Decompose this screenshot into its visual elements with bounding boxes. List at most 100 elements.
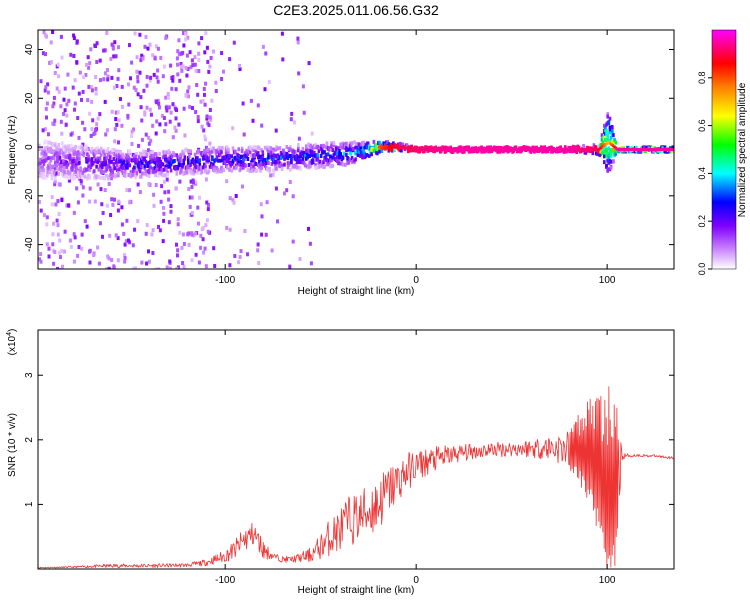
heatmap-speckle — [269, 173, 273, 178]
heatmap-cell — [123, 173, 127, 178]
heatmap-speckle — [151, 123, 155, 128]
heatmap-cell — [175, 153, 179, 158]
heatmap-speckle — [57, 250, 61, 255]
colorbar-tick-label: 0.6 — [697, 119, 707, 132]
heatmap-speckle — [158, 105, 161, 110]
heatmap-cell — [42, 171, 46, 176]
heatmap-speckle — [204, 137, 207, 142]
heatmap-speckle — [308, 241, 312, 246]
heatmap-speckle — [62, 97, 66, 102]
heatmap-core-cell — [465, 148, 468, 151]
heatmap-core-cell — [538, 148, 541, 151]
heatmap-speckle — [72, 156, 76, 161]
heatmap-speckle — [280, 31, 284, 36]
heatmap-speckle — [203, 102, 207, 107]
heatmap-cell — [111, 172, 114, 177]
heatmap-cell — [360, 150, 363, 155]
heatmap-cell — [338, 155, 341, 160]
heatmap-core-cell — [668, 148, 671, 151]
heatmap-speckle — [113, 154, 117, 159]
heatmap-cell — [111, 170, 114, 175]
heatmap-cell — [604, 145, 607, 150]
heatmap-cell — [109, 155, 112, 160]
heatmap-cell — [141, 160, 144, 165]
heatmap-cell — [425, 145, 428, 150]
heatmap-speckle — [174, 116, 178, 121]
heatmap-cell — [333, 151, 337, 156]
heatmap-speckle — [56, 62, 60, 67]
heatmap-cell — [77, 172, 80, 177]
heatmap-cell — [345, 148, 348, 153]
y-tick-label: 1 — [24, 501, 35, 507]
heatmap-cell — [376, 147, 379, 152]
heatmap-cell — [267, 161, 270, 165]
heatmap-core-cell — [573, 148, 576, 151]
heatmap-cell — [253, 154, 256, 158]
heatmap-core-cell — [536, 148, 540, 151]
heatmap-speckle — [44, 52, 47, 57]
heatmap-cell — [167, 148, 171, 153]
heatmap-cell — [41, 150, 44, 155]
heatmap-cell — [331, 148, 334, 152]
heatmap-speckle — [206, 59, 210, 64]
heatmap-cell — [120, 168, 124, 173]
heatmap-cell — [134, 175, 137, 180]
heatmap-cell — [323, 150, 326, 155]
heatmap-core-cell — [400, 146, 404, 149]
heatmap-speckle — [164, 95, 168, 100]
heatmap-cell — [295, 160, 299, 165]
heatmap-cell — [279, 156, 283, 160]
heatmap-speckle — [144, 231, 148, 236]
heatmap-cell — [224, 148, 228, 153]
y-tick-label: 2 — [24, 437, 35, 443]
heatmap-speckle — [147, 141, 151, 146]
heatmap-speckle — [178, 230, 182, 235]
heatmap-speckle — [46, 90, 50, 95]
heatmap-cell — [128, 163, 132, 168]
heatmap-cell — [337, 158, 340, 163]
heatmap-cell — [58, 155, 62, 160]
heatmap-cell — [322, 160, 325, 165]
heatmap-speckle — [174, 87, 178, 92]
heatmap-speckle — [78, 70, 82, 75]
heatmap-cell — [319, 154, 323, 159]
heatmap-cell — [87, 164, 90, 169]
heatmap-cell — [317, 149, 321, 153]
heatmap-cell — [244, 163, 247, 168]
heatmap-cell — [154, 152, 158, 157]
heatmap-speckle — [281, 57, 285, 62]
heatmap-cell — [190, 171, 193, 176]
heatmap-speckle — [135, 55, 139, 60]
heatmap-speckle — [180, 68, 184, 73]
heatmap-speckle — [53, 71, 57, 75]
heatmap-speckle — [109, 176, 113, 181]
heatmap-core-cell — [417, 148, 421, 151]
heatmap-speckle — [42, 30, 46, 35]
heatmap-speckle — [115, 84, 119, 88]
heatmap-speckle — [108, 233, 112, 238]
heatmap-speckle — [39, 252, 43, 256]
heatmap-speckle — [87, 65, 91, 70]
heatmap-speckle — [44, 85, 48, 90]
heatmap-speckle — [145, 83, 149, 88]
heatmap-speckle — [163, 190, 167, 195]
heatmap-cell — [158, 167, 161, 172]
heatmap-cell — [51, 142, 55, 147]
heatmap-cell — [68, 170, 72, 175]
heatmap-speckle — [92, 253, 96, 257]
heatmap-speckle — [49, 60, 53, 65]
heatmap-speckle — [185, 53, 189, 58]
heatmap-cell — [613, 137, 616, 142]
heatmap-speckle — [83, 219, 87, 224]
heatmap-cell — [38, 144, 41, 149]
heatmap-speckle — [124, 239, 128, 244]
heatmap-cell — [153, 157, 157, 162]
heatmap-speckle — [288, 180, 292, 184]
heatmap-cell — [213, 165, 216, 170]
heatmap-speckle — [152, 192, 156, 197]
heatmap-speckle — [65, 102, 69, 107]
heatmap-cell — [309, 143, 313, 148]
heatmap-cell — [275, 160, 278, 165]
heatmap-speckle — [161, 239, 165, 244]
heatmap-speckle — [131, 243, 135, 248]
